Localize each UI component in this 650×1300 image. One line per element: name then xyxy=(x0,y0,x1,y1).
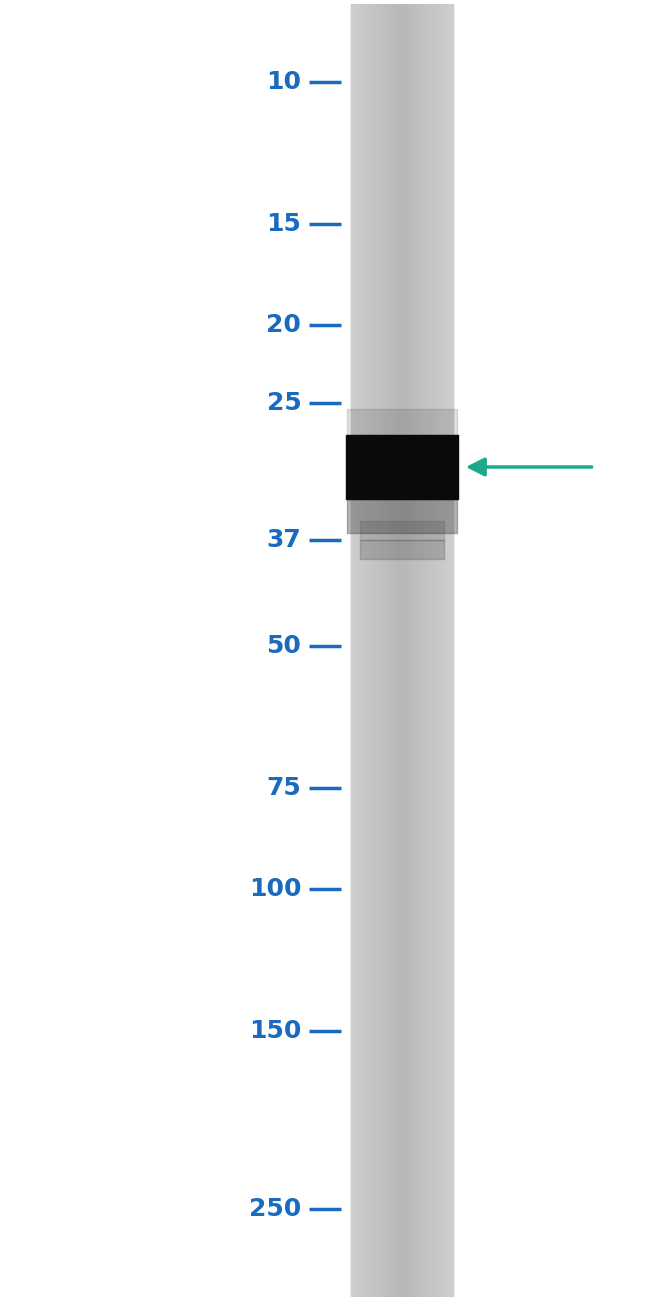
Text: 50: 50 xyxy=(266,634,301,658)
Text: 20: 20 xyxy=(266,313,301,337)
Text: 100: 100 xyxy=(249,876,301,901)
Text: 250: 250 xyxy=(249,1197,301,1222)
Text: 25: 25 xyxy=(266,391,301,415)
Text: 75: 75 xyxy=(266,776,301,800)
Text: 150: 150 xyxy=(249,1018,301,1043)
Text: 15: 15 xyxy=(266,212,301,237)
Text: 10: 10 xyxy=(266,70,301,95)
Text: 37: 37 xyxy=(266,528,301,552)
